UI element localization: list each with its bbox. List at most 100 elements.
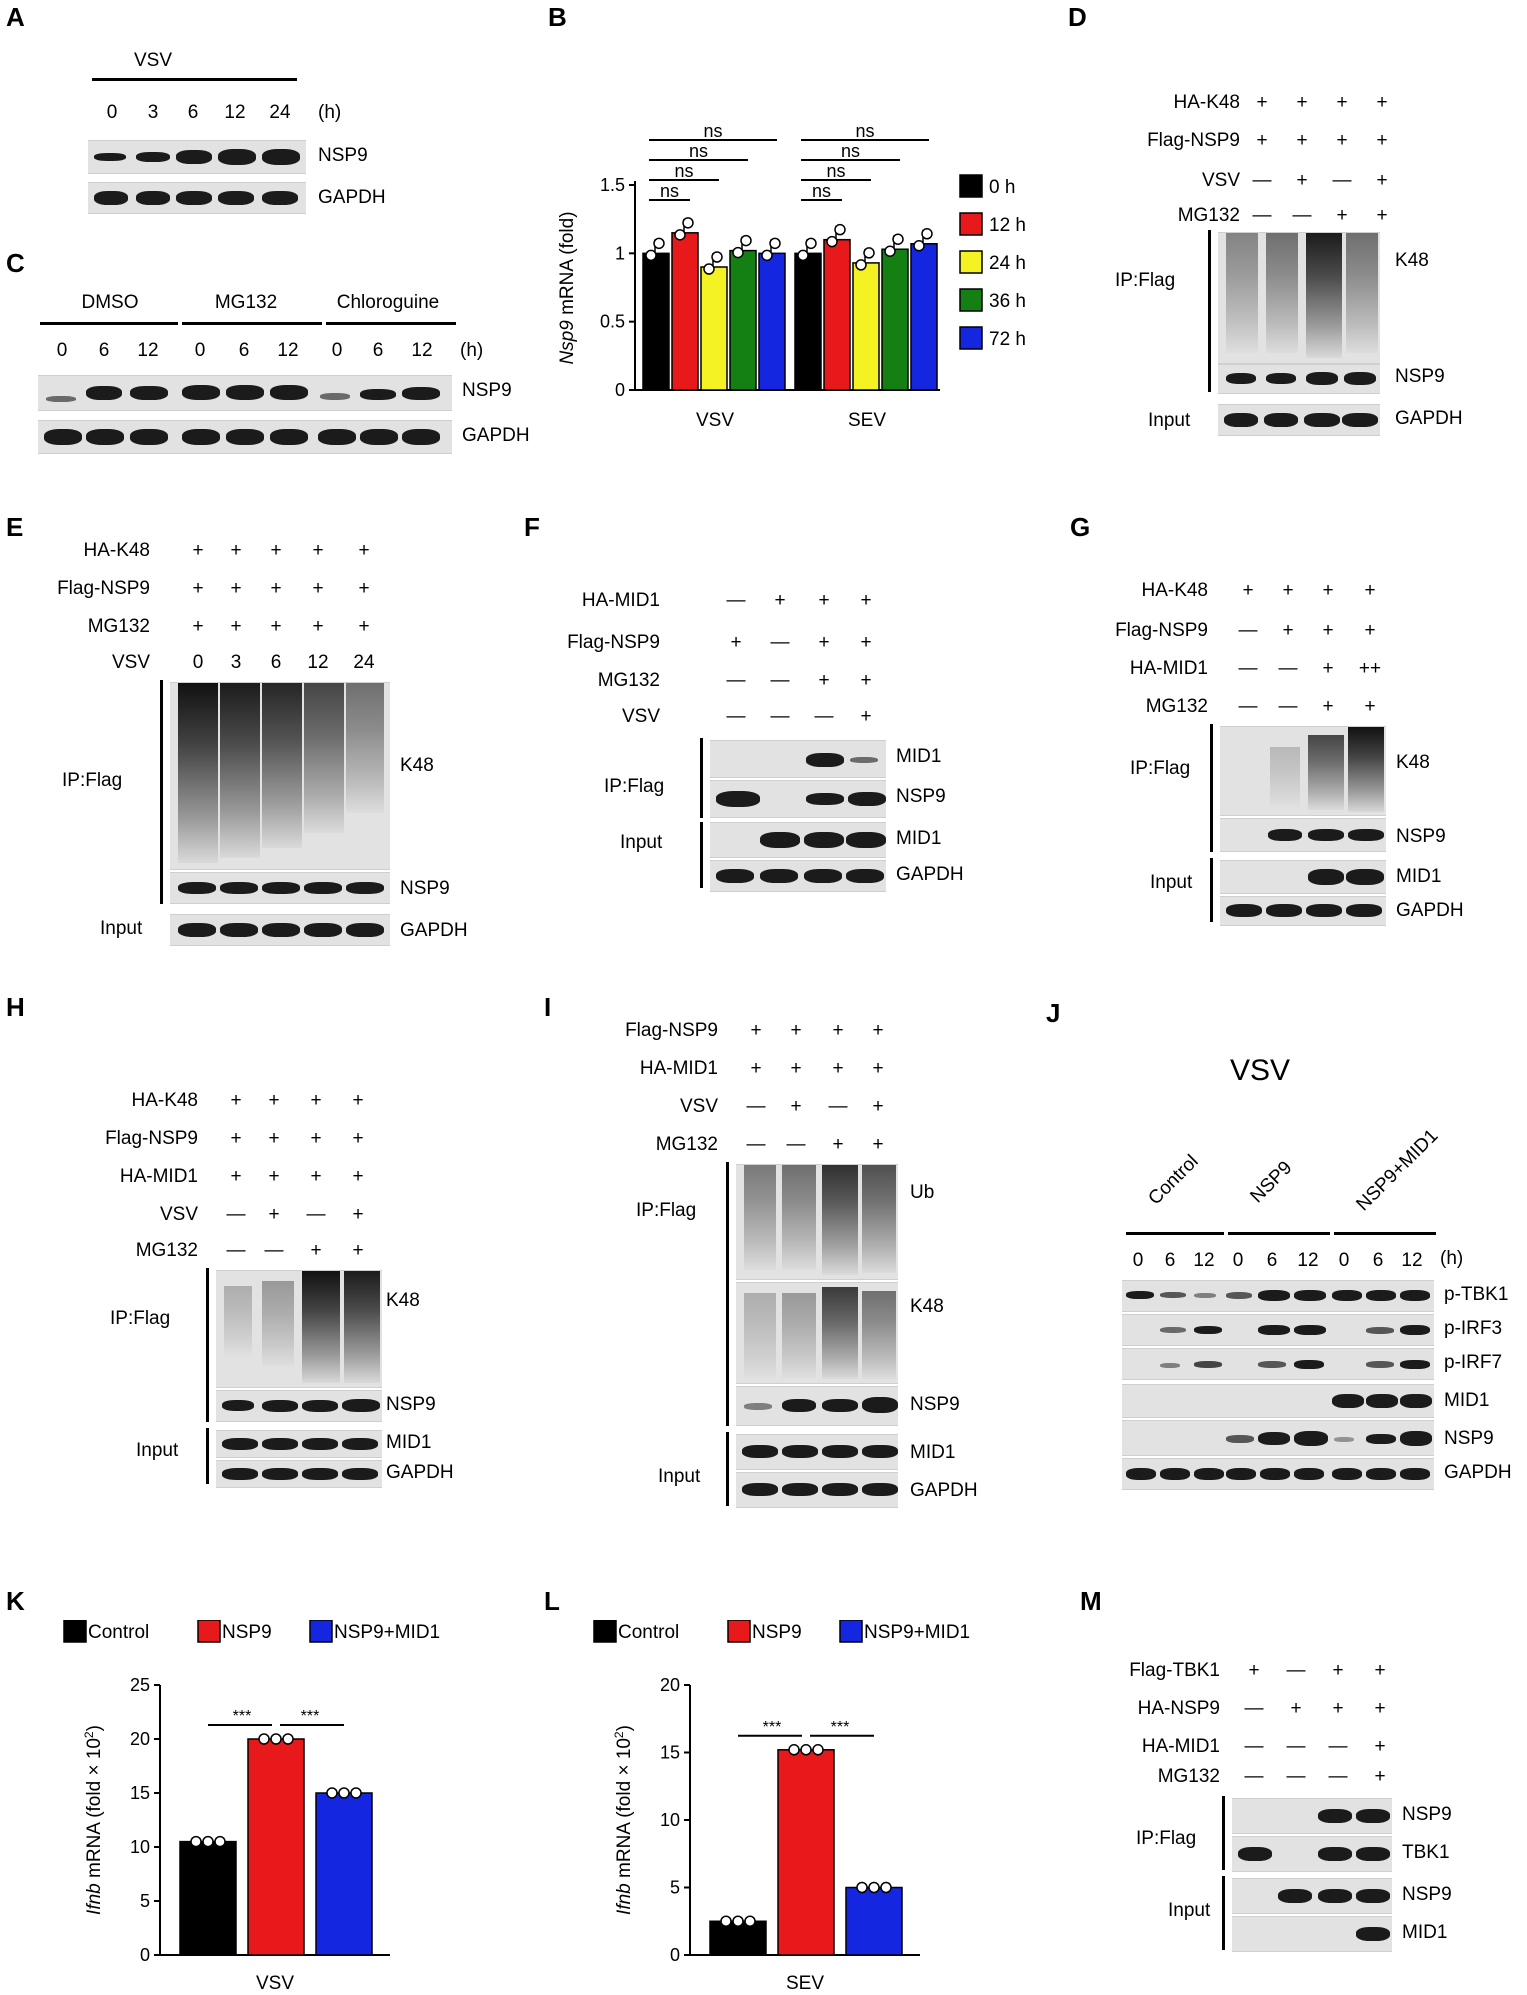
blot-nsp9 bbox=[170, 872, 390, 904]
blot-mid1 bbox=[1232, 1916, 1392, 1952]
condition-symbol: — bbox=[1238, 658, 1258, 679]
y-tick-label: 15 bbox=[130, 1783, 150, 1803]
data-point bbox=[855, 259, 867, 271]
data-point bbox=[258, 1733, 270, 1745]
row-label: NSP9 bbox=[1396, 826, 1446, 847]
group-bar bbox=[1228, 1232, 1330, 1235]
condition-symbol: + bbox=[1296, 92, 1308, 113]
condition-symbol: + bbox=[230, 540, 242, 561]
time-unit: (h) bbox=[318, 102, 342, 123]
bar bbox=[642, 252, 670, 391]
condition-symbol: + bbox=[268, 1166, 280, 1187]
condition-symbol: + bbox=[832, 1058, 844, 1079]
blot-nsp9 bbox=[710, 780, 886, 818]
condition-symbol: + bbox=[270, 578, 282, 599]
condition-symbol: + bbox=[358, 578, 370, 599]
legend-swatch bbox=[959, 174, 983, 198]
legend-label: 72 h bbox=[989, 329, 1025, 350]
blot-p-irf7 bbox=[1122, 1348, 1434, 1380]
row-label: MID1 bbox=[896, 746, 942, 767]
panel-label-c: C bbox=[6, 248, 25, 278]
legend-label: NSP9+MID1 bbox=[334, 1622, 440, 1643]
condition-label: MG132 bbox=[1145, 696, 1208, 717]
time-label: 0 bbox=[1338, 1250, 1350, 1271]
row-label: p-IRF3 bbox=[1444, 1318, 1503, 1339]
data-point bbox=[703, 263, 715, 275]
condition-symbol: + bbox=[1364, 620, 1376, 641]
data-point bbox=[868, 1881, 880, 1894]
input-bracket bbox=[1210, 858, 1213, 922]
significance-label: ns bbox=[674, 161, 693, 181]
y-tick-label: 1 bbox=[615, 243, 625, 263]
input-label: Input bbox=[100, 918, 143, 939]
legend-swatch bbox=[959, 250, 983, 274]
blot-gapdh bbox=[736, 1472, 898, 1508]
data-point bbox=[812, 1744, 824, 1756]
condition-symbol: + bbox=[1290, 1698, 1302, 1719]
condition-symbol: + bbox=[352, 1204, 364, 1225]
y-tick-label: 0 bbox=[670, 1945, 680, 1965]
blot-k48 bbox=[170, 682, 390, 870]
panel-label-d: D bbox=[1068, 2, 1087, 32]
row-label: K48 bbox=[1395, 250, 1429, 271]
data-point bbox=[202, 1835, 214, 1848]
condition-symbol: + bbox=[774, 590, 786, 611]
row-label: GAPDH bbox=[400, 920, 468, 941]
blot-mid1 bbox=[1122, 1384, 1434, 1418]
condition-symbol: + bbox=[1322, 580, 1334, 601]
significance-label: ns bbox=[660, 181, 679, 201]
y-axis-label: Ifnb mRNA (fold × 102) bbox=[82, 1725, 105, 1915]
condition-symbol: + bbox=[1296, 170, 1308, 191]
y-tick-label: 10 bbox=[660, 1810, 680, 1830]
time-label: 0 bbox=[56, 340, 68, 361]
ip-label: IP:Flag bbox=[110, 1308, 171, 1329]
group-bar bbox=[1126, 1232, 1224, 1235]
time-label: 12 bbox=[1297, 1250, 1319, 1271]
time-label: 0 bbox=[331, 340, 343, 361]
condition-label: MG132 bbox=[135, 1240, 198, 1261]
significance-label: *** bbox=[301, 1708, 320, 1725]
condition-symbol: + bbox=[872, 1058, 884, 1079]
condition-symbol: + bbox=[352, 1240, 364, 1261]
significance-label: ns bbox=[841, 141, 860, 161]
panel-label-b: B bbox=[548, 2, 567, 32]
condition-label: MG132 bbox=[1157, 1766, 1220, 1787]
condition-label: VSV bbox=[159, 1204, 198, 1225]
panel-label-k: K bbox=[6, 1586, 25, 1616]
condition-symbol: + bbox=[860, 670, 872, 691]
significance-label: ns bbox=[812, 181, 831, 201]
blot-k48 bbox=[1218, 232, 1380, 364]
condition-symbol: + bbox=[1282, 620, 1294, 641]
condition-label: Flag-NSP9 bbox=[625, 1020, 718, 1041]
data-point bbox=[856, 1881, 868, 1894]
blot-nsp9 bbox=[1122, 1420, 1434, 1456]
input-label: Input bbox=[620, 832, 663, 853]
condition-label: MG132 bbox=[87, 616, 150, 637]
condition-symbol: + bbox=[1336, 205, 1348, 226]
condition-symbol: + bbox=[1376, 130, 1388, 151]
blot-nsp9 bbox=[88, 140, 306, 174]
condition-symbol: + bbox=[312, 540, 324, 561]
legend-swatch bbox=[959, 212, 983, 236]
bar bbox=[247, 1738, 305, 1956]
y-tick-label: 25 bbox=[130, 1675, 150, 1695]
data-point bbox=[350, 1787, 362, 1799]
row-label: K48 bbox=[400, 755, 434, 776]
input-bracket bbox=[206, 1428, 209, 1484]
blot-gapdh bbox=[1218, 404, 1380, 436]
condition-label: HA-K48 bbox=[131, 1090, 198, 1111]
blot-nsp9 bbox=[1232, 1798, 1392, 1834]
vsv-time: 3 bbox=[230, 652, 242, 673]
blot-tbk1 bbox=[1232, 1836, 1392, 1872]
condition-symbol: — bbox=[1244, 1766, 1264, 1787]
condition-symbol: + bbox=[860, 706, 872, 727]
blot-mid1 bbox=[736, 1434, 898, 1470]
legend-label: NSP9+MID1 bbox=[864, 1622, 970, 1643]
condition-label: MG132 bbox=[597, 670, 660, 691]
blot-k48 bbox=[216, 1270, 382, 1388]
blot-k48 bbox=[736, 1282, 898, 1384]
condition-symbol: + bbox=[818, 590, 830, 611]
condition-symbol: + bbox=[1332, 1698, 1344, 1719]
data-point bbox=[732, 246, 744, 259]
